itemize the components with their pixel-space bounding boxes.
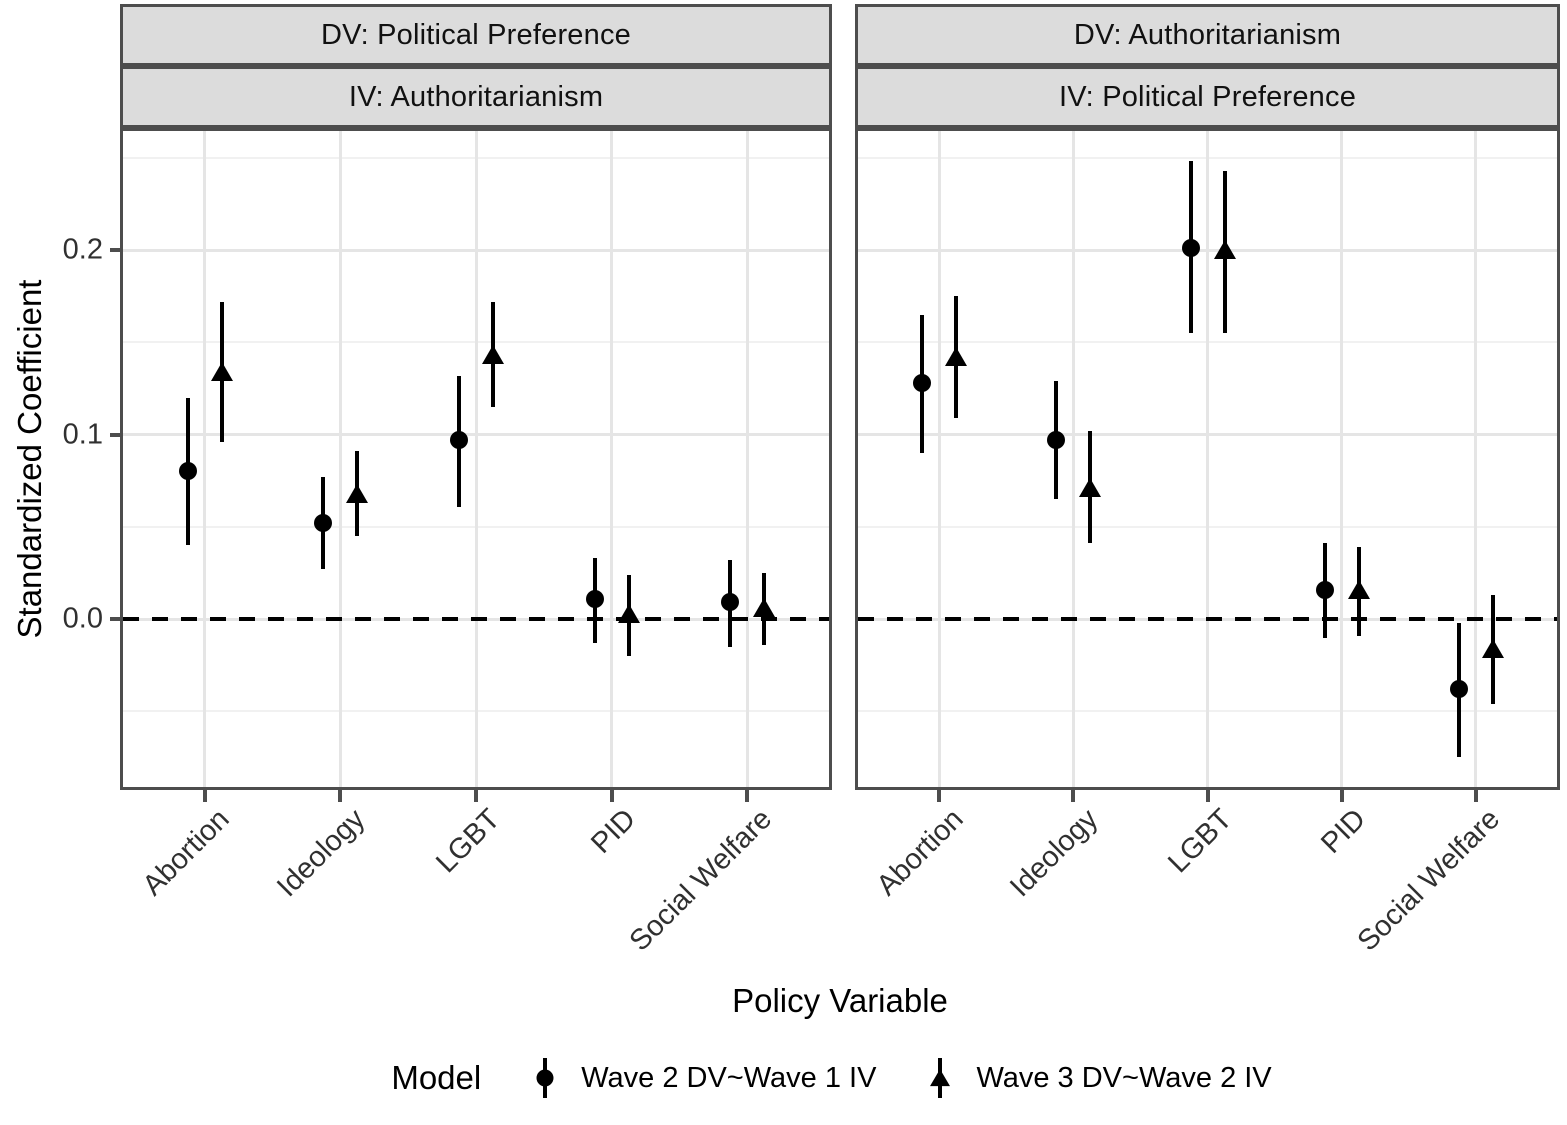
y-tick-label: 0.2 <box>62 233 103 266</box>
gridline-vertical <box>937 131 941 787</box>
point-circle <box>585 589 604 608</box>
x-tick-mark <box>937 790 942 802</box>
plot-panel <box>855 128 1560 790</box>
point-triangle <box>1213 240 1236 260</box>
point-triangle <box>210 361 233 381</box>
legend-label: Wave 2 DV~Wave 1 IV <box>581 1061 877 1094</box>
x-axis-title: Policy Variable <box>732 982 948 1019</box>
point-triangle <box>617 603 640 623</box>
facet-panel-left: DV: Political Preference IV: Authoritari… <box>120 0 832 1000</box>
legend-label: Wave 3 DV~Wave 2 IV <box>976 1061 1272 1094</box>
pointrange-circle-icon <box>527 1056 563 1100</box>
point-triangle <box>482 345 504 365</box>
y-tick-label: 0.1 <box>62 418 103 451</box>
x-tick-mark <box>1339 790 1344 802</box>
x-tick-mark <box>1473 790 1478 802</box>
y-tick-mark <box>110 617 120 621</box>
x-tick-mark <box>474 790 478 802</box>
point-circle <box>1047 431 1066 450</box>
pointrange-triangle-icon <box>922 1056 958 1100</box>
gridline-vertical <box>474 131 478 787</box>
point-circle <box>1449 680 1468 699</box>
gridline-vertical <box>1206 131 1209 787</box>
legend-item: Wave 2 DV~Wave 1 IV <box>527 1056 876 1100</box>
gridline-vertical <box>203 131 207 787</box>
plot-area <box>858 131 1557 787</box>
point-triangle <box>945 347 968 367</box>
facet-panel-right: DV: Authoritarianism IV: Political Prefe… <box>855 0 1560 1000</box>
gridline-vertical <box>1071 131 1075 787</box>
point-circle <box>721 593 740 612</box>
plot-panel <box>120 128 832 790</box>
point-circle <box>1315 580 1334 599</box>
point-triangle <box>1347 579 1370 599</box>
x-tick-mark <box>1071 790 1076 802</box>
y-tick-label: 0.0 <box>62 602 103 635</box>
plot-area <box>123 131 829 787</box>
x-tick-mark <box>609 790 614 802</box>
point-triangle <box>1481 638 1504 658</box>
legend: Model Wave 2 DV~Wave 1 IV Wave 3 DV~Wave… <box>120 1046 1567 1110</box>
x-tick-mark <box>1205 790 1210 802</box>
facet-strip-dv: DV: Political Preference <box>120 4 832 66</box>
y-tick-mark <box>110 248 120 252</box>
zero-reference-line <box>123 617 829 622</box>
point-circle <box>178 462 197 481</box>
legend-title: Model <box>391 1059 482 1096</box>
point-circle <box>314 514 333 533</box>
gridline-vertical <box>338 131 342 787</box>
facet-strip-iv: IV: Political Preference <box>855 66 1560 128</box>
point-triangle <box>753 598 776 617</box>
facet-strip-dv: DV: Authoritarianism <box>855 4 1560 66</box>
zero-reference-line <box>858 617 1557 622</box>
x-tick-mark <box>338 790 343 802</box>
point-circle <box>1181 239 1200 258</box>
point-circle <box>450 431 468 450</box>
x-tick-mark <box>202 790 207 802</box>
y-axis-title: Standardized Coefficient <box>11 279 48 639</box>
x-tick-mark <box>745 790 750 802</box>
point-triangle <box>1079 478 1102 498</box>
gridline-vertical <box>610 131 614 787</box>
gridline-vertical <box>745 131 749 787</box>
facet-strip-iv: IV: Authoritarianism <box>120 66 832 128</box>
gridline-vertical <box>1340 131 1344 787</box>
gridline-vertical <box>1474 131 1478 787</box>
legend-item: Wave 3 DV~Wave 2 IV <box>922 1056 1272 1100</box>
point-triangle <box>346 483 369 503</box>
point-circle <box>913 373 932 392</box>
y-tick-mark <box>110 433 120 437</box>
